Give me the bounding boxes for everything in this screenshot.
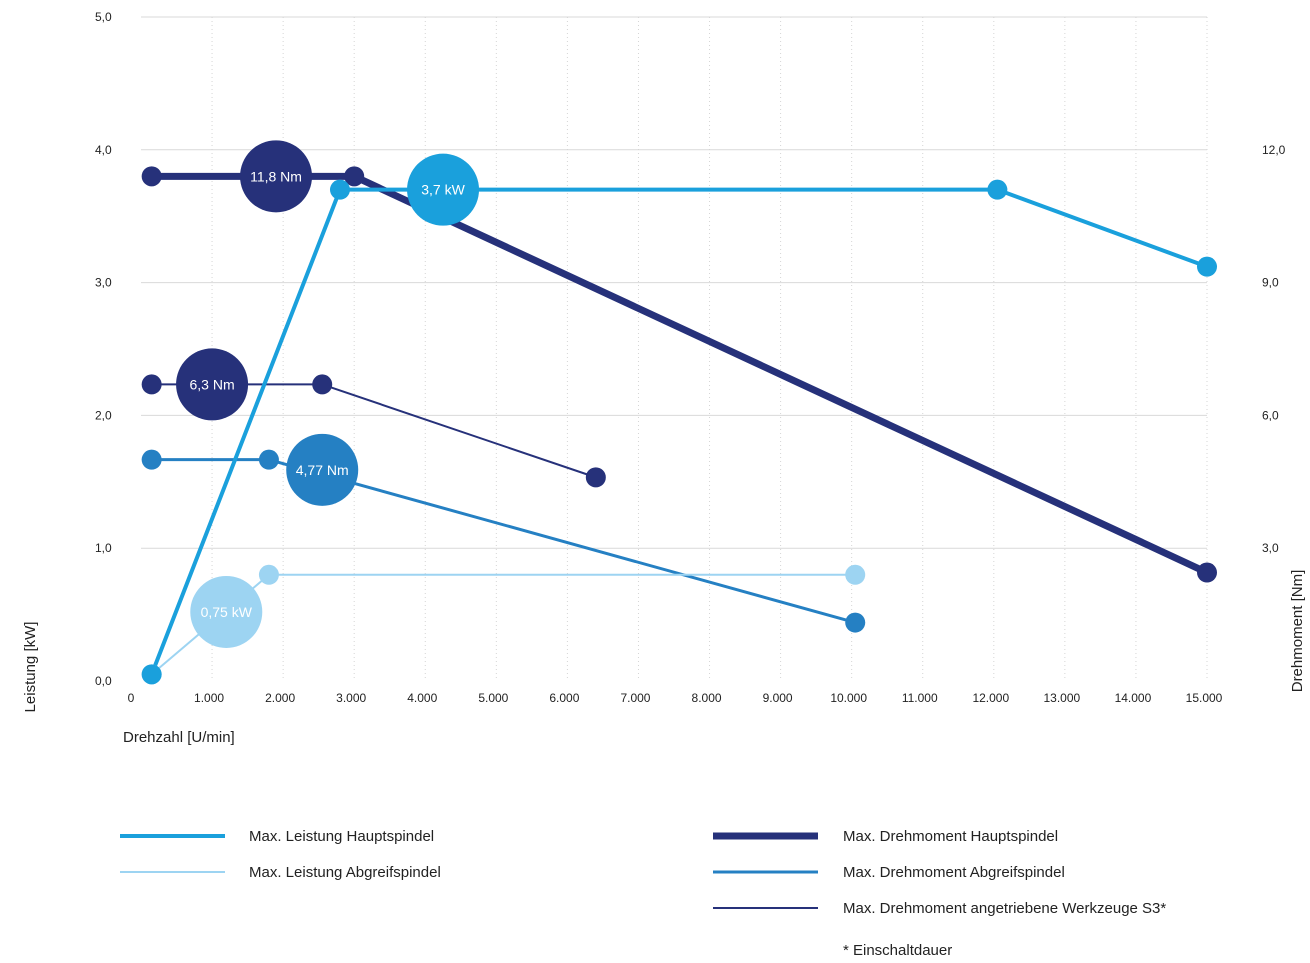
data-point bbox=[329, 179, 350, 200]
y-left-tick-label: 2,0 bbox=[95, 408, 112, 422]
value-bubble bbox=[240, 140, 313, 213]
y-left-tick-label: 1,0 bbox=[95, 541, 112, 555]
legend: Max. Leistung Hauptspindel Max. Leistung … bbox=[120, 828, 1166, 917]
value-bubble bbox=[286, 433, 359, 506]
x-tick-label: 0 bbox=[128, 691, 135, 705]
x-tick-label: 2.000 bbox=[265, 691, 295, 705]
series-points bbox=[141, 166, 1217, 685]
x-tick-label: 15.000 bbox=[1186, 691, 1223, 705]
data-point bbox=[141, 664, 162, 685]
data-point bbox=[141, 449, 162, 470]
x-tick-label: 12.000 bbox=[972, 691, 1009, 705]
series-line bbox=[151, 172, 1209, 576]
x-tick-label: 10.000 bbox=[830, 691, 867, 705]
bubble-label: 6,3 Nm bbox=[190, 376, 235, 392]
data-point bbox=[585, 467, 606, 488]
y-left-tick-label: 4,0 bbox=[95, 143, 112, 157]
legend-label: Max. Leistung Hauptspindel bbox=[249, 828, 434, 845]
y-right-tick-label: 9,0 bbox=[1262, 276, 1279, 290]
x-tick-label: 1.000 bbox=[194, 691, 224, 705]
y-left-tick-label: 0,0 bbox=[95, 674, 112, 688]
data-point bbox=[1197, 562, 1217, 583]
grid-lines bbox=[141, 16, 1208, 681]
series-line bbox=[149, 187, 1208, 676]
legend-label: Max. Drehmoment Abgreifspindel bbox=[843, 864, 1065, 881]
tick-labels: 0,0 1,0 2,0 3,0 4,0 5,0 3,0 6,0 9,0 12,0 0 1.000 2.0… bbox=[95, 10, 1286, 705]
bubble-label: 4,77 Nm bbox=[296, 462, 349, 478]
x-axis-title: Drehzahl [U/min] bbox=[123, 729, 235, 746]
x-tick-label: 9.000 bbox=[763, 691, 793, 705]
y-right-tick-label: 12,0 bbox=[1262, 143, 1286, 157]
bubble-label: 11,8 Nm bbox=[250, 168, 302, 184]
value-bubble bbox=[176, 348, 249, 421]
series-lines bbox=[149, 172, 1209, 676]
value-bubble bbox=[190, 575, 263, 648]
data-point bbox=[258, 564, 279, 585]
x-tick-label: 14.000 bbox=[1115, 691, 1152, 705]
y-left-tick-label: 5,0 bbox=[95, 10, 112, 24]
x-tick-label: 6.000 bbox=[549, 691, 579, 705]
legend-label: Max. Drehmoment angetriebene Werkzeuge S… bbox=[843, 900, 1166, 917]
x-tick-label: 8.000 bbox=[692, 691, 722, 705]
data-point bbox=[845, 612, 866, 633]
x-tick-label: 7.000 bbox=[620, 691, 650, 705]
data-point bbox=[987, 179, 1008, 200]
data-point bbox=[344, 166, 365, 187]
x-tick-label: 13.000 bbox=[1044, 691, 1081, 705]
data-point bbox=[845, 564, 866, 585]
value-bubbles: 6,3 Nm 4,77 Nm 11,8 Nm 0,75 kW 3,7 kW bbox=[176, 140, 480, 648]
bubble-label: 0,75 kW bbox=[201, 604, 253, 620]
value-bubble bbox=[407, 153, 480, 226]
legend-label: Max. Drehmoment Hauptspindel bbox=[843, 828, 1058, 845]
data-point bbox=[141, 374, 162, 395]
bubble-label: 3,7 kW bbox=[421, 182, 465, 198]
x-tick-label: 3.000 bbox=[336, 691, 366, 705]
footnote: * Einschaltdauer bbox=[843, 942, 952, 959]
x-tick-label: 11.000 bbox=[902, 691, 938, 705]
y-right-tick-label: 3,0 bbox=[1262, 541, 1279, 555]
data-point bbox=[258, 449, 279, 470]
data-point bbox=[312, 374, 333, 395]
legend-label: Max. Leistung Abgreifspindel bbox=[249, 864, 441, 881]
x-tick-label: 4.000 bbox=[407, 691, 437, 705]
y-left-tick-label: 3,0 bbox=[95, 276, 112, 290]
data-point bbox=[141, 166, 162, 187]
x-tick-label: 5.000 bbox=[478, 691, 508, 705]
y-axis-right-title: Drehmoment [Nm] bbox=[1289, 570, 1306, 693]
y-axis-left-title: Leistung [kW] bbox=[22, 622, 39, 713]
y-right-tick-label: 6,0 bbox=[1262, 408, 1279, 422]
data-point bbox=[1197, 256, 1217, 277]
